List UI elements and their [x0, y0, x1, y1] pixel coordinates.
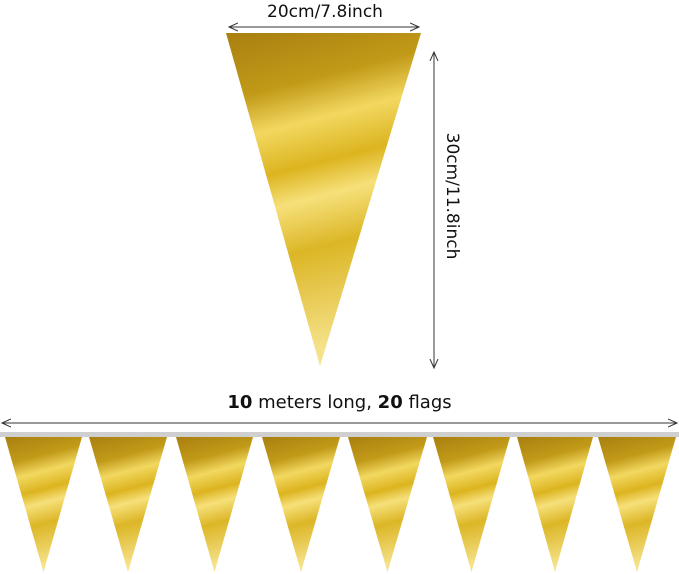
flags-number: 20	[377, 392, 403, 413]
height-label: 30cm/11.8inch	[442, 132, 462, 260]
pennant-flag	[517, 437, 593, 572]
flags-text: flags	[402, 392, 452, 413]
pennant-flag	[598, 437, 676, 572]
width-label: 20cm/7.8inch	[267, 2, 383, 22]
flag-row	[5, 437, 676, 572]
length-text: meters long,	[252, 392, 378, 413]
pennant-flag	[5, 437, 82, 572]
pennant-flag	[433, 437, 510, 572]
length-label: 10 meters long, 20 flags	[0, 392, 679, 413]
large-flag	[226, 33, 421, 366]
pennant-flag	[89, 437, 167, 572]
pennant-flag	[262, 437, 340, 572]
pennant-flag	[348, 437, 427, 572]
pennant-flag	[176, 437, 253, 572]
length-number: 10	[227, 392, 253, 413]
banner-string	[0, 432, 679, 437]
